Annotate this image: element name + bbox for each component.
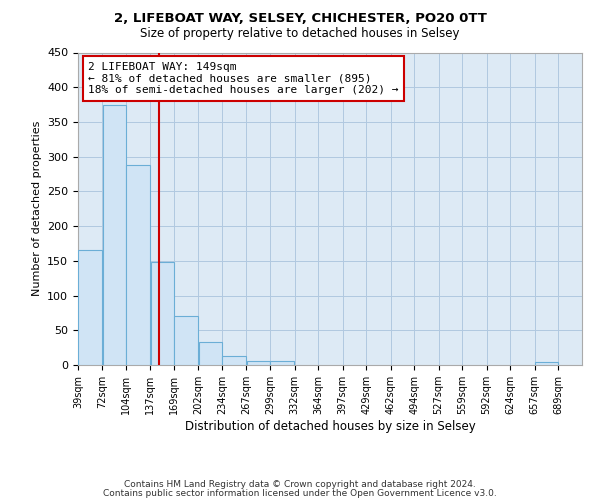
Text: Contains HM Land Registry data © Crown copyright and database right 2024.: Contains HM Land Registry data © Crown c… <box>124 480 476 489</box>
Bar <box>247 361 270 365</box>
Bar <box>174 316 198 365</box>
X-axis label: Distribution of detached houses by size in Selsey: Distribution of detached houses by size … <box>185 420 475 433</box>
Bar <box>535 362 558 365</box>
Bar <box>151 262 174 365</box>
Bar <box>271 361 295 365</box>
Bar <box>78 250 102 365</box>
Bar <box>222 356 247 365</box>
Y-axis label: Number of detached properties: Number of detached properties <box>32 121 41 296</box>
Text: Contains public sector information licensed under the Open Government Licence v3: Contains public sector information licen… <box>103 488 497 498</box>
Text: 2, LIFEBOAT WAY, SELSEY, CHICHESTER, PO20 0TT: 2, LIFEBOAT WAY, SELSEY, CHICHESTER, PO2… <box>113 12 487 26</box>
Bar <box>199 342 222 365</box>
Text: Size of property relative to detached houses in Selsey: Size of property relative to detached ho… <box>140 28 460 40</box>
Text: 2 LIFEBOAT WAY: 149sqm
← 81% of detached houses are smaller (895)
18% of semi-de: 2 LIFEBOAT WAY: 149sqm ← 81% of detached… <box>88 62 398 95</box>
Bar <box>126 165 150 365</box>
Bar <box>103 104 126 365</box>
